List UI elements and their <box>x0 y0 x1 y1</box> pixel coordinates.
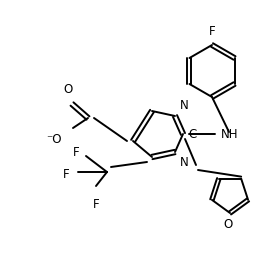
Text: ⁻O: ⁻O <box>46 133 62 146</box>
Text: F: F <box>209 25 215 38</box>
Text: F: F <box>72 146 79 158</box>
Text: F: F <box>93 198 99 211</box>
Text: C: C <box>188 128 196 140</box>
Text: O: O <box>63 83 73 96</box>
Text: NH: NH <box>221 128 238 140</box>
Text: N: N <box>180 99 189 112</box>
Text: O: O <box>223 218 233 231</box>
Text: N: N <box>180 156 189 169</box>
Text: F: F <box>62 167 69 181</box>
